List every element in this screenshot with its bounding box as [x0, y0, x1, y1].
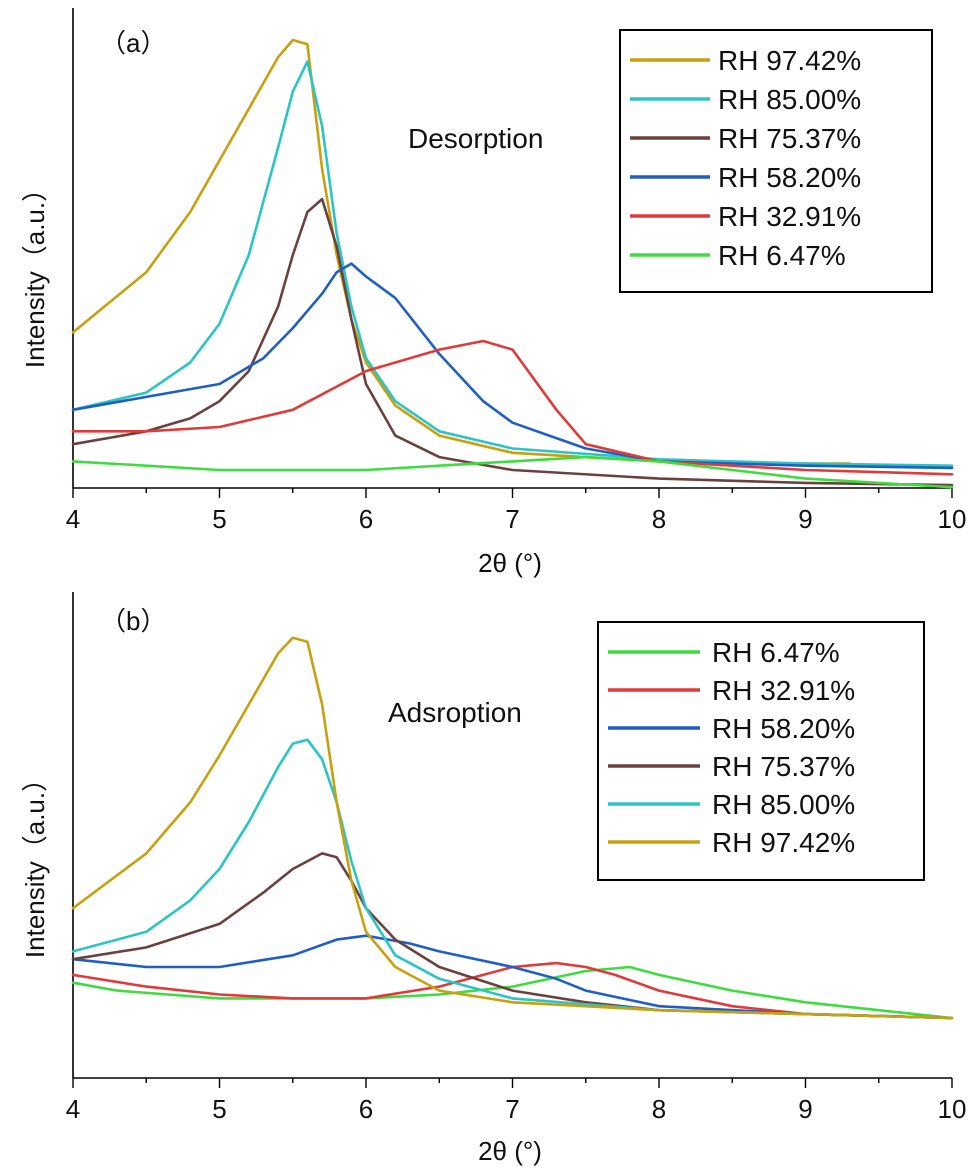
panel-adsorption: 4 5 6 7 8 9 10 （b） Adsroption 2θ (°) Intensity… [20, 592, 966, 1166]
x-tick-label: 6 [359, 1094, 373, 1124]
legend-entry-label: RH 6.47% [718, 240, 846, 271]
x-axis-title: 2θ (°) [478, 1136, 542, 1166]
series-line [71, 197, 954, 487]
x-tick-label: 8 [652, 504, 666, 534]
x-axis-title: 2θ (°) [478, 548, 542, 578]
series-line [71, 961, 954, 1020]
legend-entry-label: RH 97.42% [712, 827, 855, 858]
legend-entry-label: RH 32.91% [718, 201, 861, 232]
panel-label: （b） [100, 606, 166, 636]
x-tick-label: 9 [798, 504, 812, 534]
x-tick-label: 10 [938, 1094, 967, 1124]
x-tick-label: 10 [938, 504, 967, 534]
legend-entry-label: RH 32.91% [712, 675, 855, 706]
legend-entry-label: RH 97.42% [718, 45, 861, 76]
series-line [71, 738, 954, 1020]
panel-desorption: 4 5 6 7 8 9 10 （a） Desorption 2θ (°) Intensity… [20, 8, 966, 578]
y-axis-title: Intensity（a.u.） [20, 766, 50, 958]
legend-box [597, 621, 925, 881]
x-tick-label: 7 [505, 504, 519, 534]
x-ticks: 4 5 6 7 8 9 10 [66, 1078, 967, 1124]
series-lines [71, 636, 954, 1020]
legend-entry-label: RH 58.20% [712, 713, 855, 744]
legend-entry-label: RH 85.00% [712, 789, 855, 820]
series-line [71, 455, 954, 489]
legend-box [619, 29, 933, 293]
x-tick-label: 8 [652, 1094, 666, 1124]
x-tick-label: 4 [66, 504, 80, 534]
legend: RH 6.47% RH 32.91% RH 58.20% RH 75.37% RH 85… [597, 621, 925, 881]
legend-entry-label: RH 75.37% [712, 751, 855, 782]
legend-entry-label: RH 75.37% [718, 123, 861, 154]
annotation-label: Adsroption [388, 697, 522, 728]
annotation-label: Desorption [408, 123, 543, 154]
legend-entry-label: RH 6.47% [712, 637, 840, 668]
x-tick-label: 7 [505, 1094, 519, 1124]
series-line [71, 262, 954, 470]
series-line [71, 339, 954, 476]
x-tick-label: 5 [212, 1094, 226, 1124]
series-lines [71, 38, 954, 489]
y-axis-title: Intensity（a.u.） [20, 176, 50, 368]
legend: RH 97.42% RH 85.00% RH 75.37% RH 58.20% RH 3… [619, 29, 933, 293]
x-ticks: 4 5 6 7 8 9 10 [66, 488, 967, 534]
series-line [71, 636, 954, 1020]
series-line [71, 934, 954, 1020]
series-line [71, 38, 851, 465]
x-tick-label: 9 [798, 1094, 812, 1124]
legend-entry-label: RH 85.00% [718, 84, 861, 115]
panel-label: （a） [100, 28, 166, 58]
series-line [71, 965, 954, 1020]
x-tick-label: 4 [66, 1094, 80, 1124]
x-tick-label: 5 [212, 504, 226, 534]
x-tick-label: 6 [359, 504, 373, 534]
legend-entry-label: RH 58.20% [718, 162, 861, 193]
series-line [71, 60, 954, 468]
